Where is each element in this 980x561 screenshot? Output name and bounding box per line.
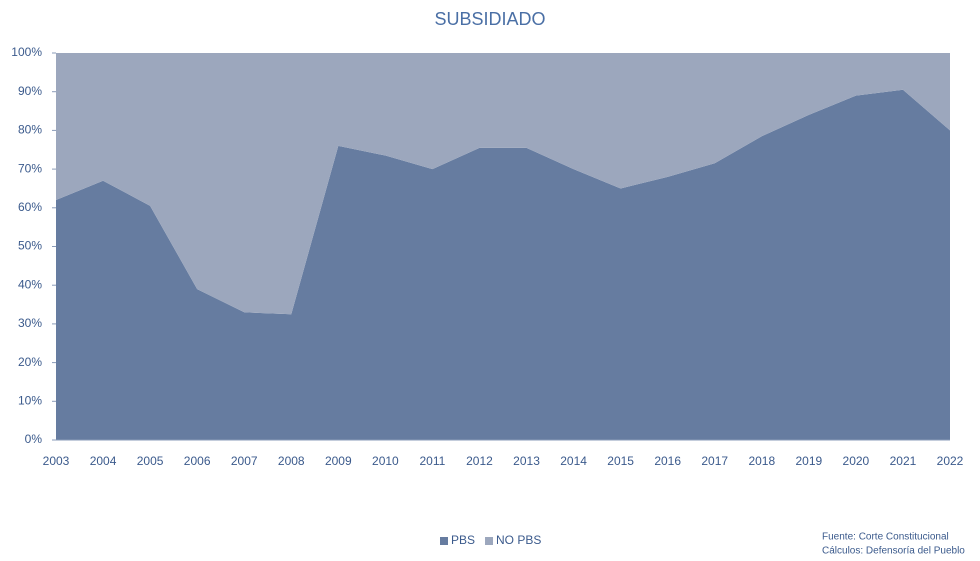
legend-swatch bbox=[485, 537, 494, 545]
legend-label: PBS bbox=[451, 533, 475, 547]
legend-label: NO PBS bbox=[496, 533, 541, 547]
x-tick-label: 2010 bbox=[372, 454, 399, 468]
y-tick-label: 30% bbox=[18, 316, 42, 330]
x-tick-label: 2007 bbox=[231, 454, 258, 468]
area bbox=[56, 53, 950, 315]
x-tick-label: 2018 bbox=[748, 454, 775, 468]
x-tick-label: 2003 bbox=[43, 454, 70, 468]
y-tick-label: 100% bbox=[11, 45, 42, 59]
x-tick-label: 2022 bbox=[937, 454, 964, 468]
x-tick-label: 2005 bbox=[137, 454, 164, 468]
y-tick-label: 50% bbox=[18, 239, 42, 253]
y-tick-label: 10% bbox=[18, 393, 42, 407]
x-tick-label: 2013 bbox=[513, 454, 540, 468]
x-tick-label: 2011 bbox=[420, 454, 446, 468]
x-tick-label: 2006 bbox=[184, 454, 211, 468]
x-tick-label: 2014 bbox=[560, 454, 587, 468]
x-tick-label: 2004 bbox=[90, 454, 117, 468]
y-tick-label: 20% bbox=[18, 355, 42, 369]
x-tick-label: 2012 bbox=[466, 454, 493, 468]
x-tick-label: 2008 bbox=[278, 454, 305, 468]
area bbox=[56, 89, 950, 440]
y-tick-label: 60% bbox=[18, 200, 42, 214]
source-note: Fuente: Corte Constitucional bbox=[822, 532, 949, 543]
x-tick-label: 2020 bbox=[843, 454, 870, 468]
x-tick-label: 2019 bbox=[795, 454, 822, 468]
y-tick-label: 40% bbox=[18, 277, 42, 291]
source-note: Cálculos: Defensoría del Pueblo bbox=[822, 546, 965, 557]
x-tick-label: 2017 bbox=[701, 454, 728, 468]
chart-title: SUBSIDIADO bbox=[434, 9, 545, 29]
x-tick-label: 2015 bbox=[607, 454, 634, 468]
y-tick-label: 90% bbox=[18, 84, 42, 98]
y-tick-label: 0% bbox=[25, 432, 43, 446]
legend-swatch bbox=[440, 537, 448, 545]
y-tick-label: 80% bbox=[18, 123, 42, 137]
x-tick-label: 2009 bbox=[325, 454, 352, 468]
y-tick-label: 70% bbox=[18, 161, 42, 175]
x-tick-label: 2016 bbox=[654, 454, 681, 468]
x-tick-label: 2021 bbox=[890, 454, 917, 468]
